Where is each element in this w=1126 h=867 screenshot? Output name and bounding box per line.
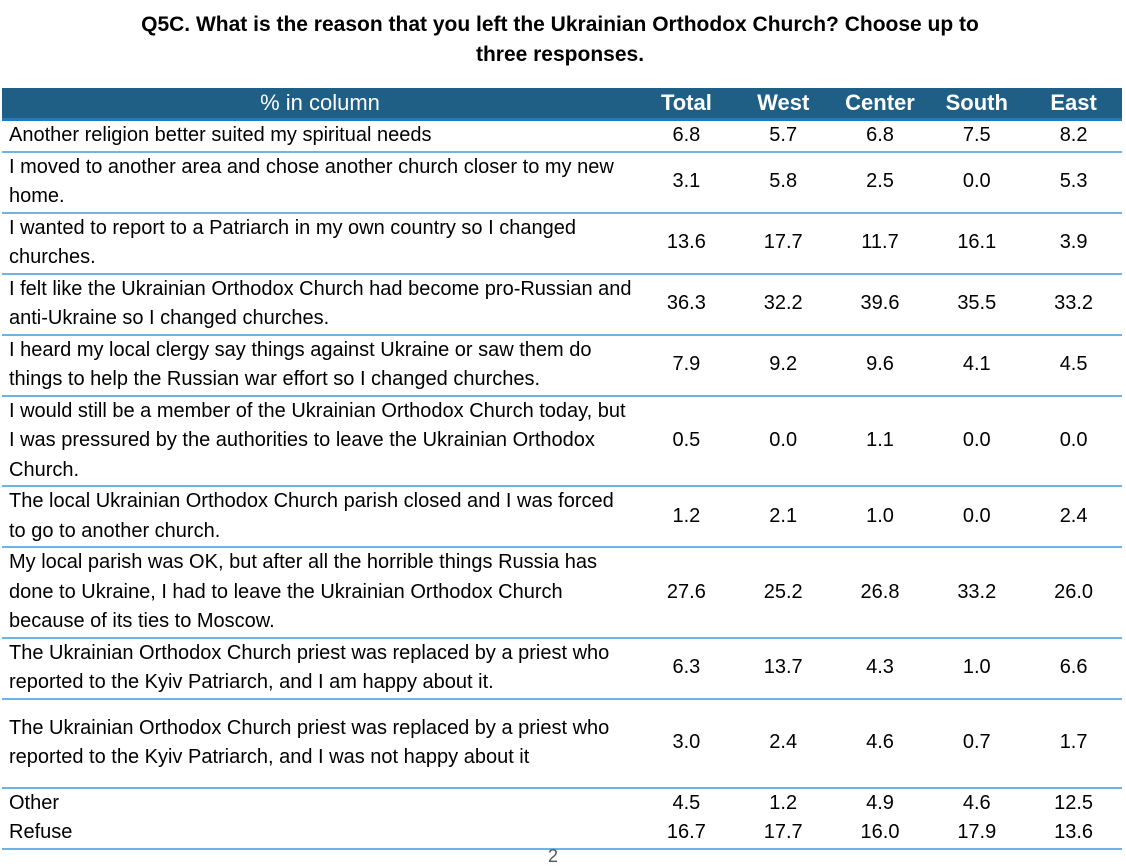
table-row: My local parish was OK, but after all th… bbox=[2, 547, 1122, 639]
row-label: The Ukrainian Orthodox Church priest was… bbox=[2, 637, 638, 700]
cell-east: 0.0 bbox=[1025, 395, 1122, 487]
row-label: I moved to another area and chose anothe… bbox=[2, 151, 638, 214]
cell-total: 3.1 bbox=[638, 151, 735, 214]
cell-center: 1.1 bbox=[831, 395, 929, 487]
cell-center: 6.8 bbox=[831, 119, 929, 153]
cell-south: 0.0 bbox=[928, 486, 1026, 548]
cell-total: 1.2 bbox=[638, 486, 735, 548]
cell-east: 33.2 bbox=[1025, 273, 1122, 336]
cell-west: 5.7 bbox=[734, 119, 832, 153]
cell-west: 9.2 bbox=[734, 334, 832, 397]
cell-west: 13.7 bbox=[734, 637, 832, 700]
table-row: I heard my local clergy say things again… bbox=[2, 334, 1122, 397]
table-row: I felt like the Ukrainian Orthodox Churc… bbox=[2, 273, 1122, 336]
table-row: The local Ukrainian Orthodox Church pari… bbox=[2, 486, 1122, 548]
cell-south: 0.0 bbox=[928, 151, 1026, 214]
table-row: I wanted to report to a Patriarch in my … bbox=[2, 212, 1122, 275]
page-number: 2 bbox=[548, 846, 559, 866]
page-title: Q5C. What is the reason that you left th… bbox=[0, 10, 1120, 70]
cell-east: 6.6 bbox=[1025, 637, 1122, 700]
table-row: Refuse 16.7 17.7 16.0 17.9 13.6 bbox=[2, 818, 1122, 850]
cell-center: 11.7 bbox=[831, 212, 929, 275]
table-row: Another religion better suited my spirit… bbox=[2, 119, 1122, 153]
cell-total: 13.6 bbox=[638, 212, 735, 275]
table-row: The Ukrainian Orthodox Church priest was… bbox=[2, 637, 1122, 700]
cell-center: 4.3 bbox=[831, 637, 929, 700]
cell-west: 1.2 bbox=[769, 791, 798, 814]
header-total: Total bbox=[638, 88, 735, 121]
row-label: I felt like the Ukrainian Orthodox Churc… bbox=[2, 273, 638, 336]
row-label: I wanted to report to a Patriarch in my … bbox=[2, 212, 638, 275]
cell-total: 16.7 bbox=[638, 818, 735, 850]
cell-south: 4.6 bbox=[962, 791, 991, 814]
table-header-row: % in column Total West Center South East bbox=[2, 88, 1122, 121]
cell-east: 4.5 bbox=[1025, 334, 1122, 397]
cell-total: 6.8 bbox=[638, 119, 735, 153]
cell-east: 2.4 bbox=[1025, 486, 1122, 548]
cell-east: 13.6 bbox=[1025, 818, 1122, 850]
cell-south: 0.7 bbox=[928, 698, 1026, 789]
cell-center: 9.6 bbox=[831, 334, 929, 397]
header-south: South bbox=[928, 88, 1026, 121]
cell-east: 8.2 bbox=[1025, 119, 1122, 153]
cell-east: 1.7 bbox=[1025, 698, 1122, 789]
row-label: The local Ukrainian Orthodox Church pari… bbox=[2, 486, 638, 548]
cell-west: 32.2 bbox=[734, 273, 832, 336]
table-row: I would still be a member of the Ukraini… bbox=[2, 395, 1122, 487]
cell-total: 36.3 bbox=[638, 273, 735, 336]
cell-west: 25.2 bbox=[734, 547, 832, 639]
cell-west: 5.8 bbox=[734, 151, 832, 214]
row-label: I would still be a member of the Ukraini… bbox=[2, 395, 638, 487]
cell-south: 4.1 bbox=[928, 334, 1026, 397]
row-label: Refuse bbox=[2, 818, 638, 850]
cell-east: 26.0 bbox=[1025, 547, 1122, 639]
title-line-1: Q5C. What is the reason that you left th… bbox=[141, 13, 979, 36]
cell-south: 1.0 bbox=[928, 637, 1026, 700]
cell-center: 2.5 bbox=[831, 151, 929, 214]
cell-south: 17.9 bbox=[928, 818, 1026, 850]
row-label: The Ukrainian Orthodox Church priest was… bbox=[2, 698, 638, 789]
cell-total: 27.6 bbox=[638, 547, 735, 639]
cell-west: 2.4 bbox=[734, 698, 832, 789]
header-label: % in column bbox=[2, 88, 638, 121]
table-row: The Ukrainian Orthodox Church priest was… bbox=[2, 698, 1122, 789]
row-label: My local parish was OK, but after all th… bbox=[2, 547, 638, 639]
cell-center: 4.9 bbox=[866, 791, 894, 814]
cell-center: 1.0 bbox=[831, 486, 929, 548]
cell-center: 16.0 bbox=[831, 818, 929, 850]
cell-west: 17.7 bbox=[734, 818, 832, 850]
cell-east: 5.3 bbox=[1025, 151, 1122, 214]
row-label: I heard my local clergy say things again… bbox=[2, 334, 638, 397]
cell-west: 0.0 bbox=[734, 395, 832, 487]
cell-center: 39.6 bbox=[831, 273, 929, 336]
header-center: Center bbox=[831, 88, 929, 121]
header-west: West bbox=[734, 88, 832, 121]
cell-center: 26.8 bbox=[831, 547, 929, 639]
cell-south: 7.5 bbox=[928, 119, 1026, 153]
cell-total: 3.0 bbox=[638, 698, 735, 789]
cell-east: 3.9 bbox=[1025, 212, 1122, 275]
header-east: East bbox=[1025, 88, 1122, 121]
cell-south: 16.1 bbox=[928, 212, 1026, 275]
row-label: Other bbox=[9, 791, 60, 814]
cell-south: 33.2 bbox=[928, 547, 1026, 639]
cell-total: 0.5 bbox=[638, 395, 735, 487]
title-line-2: three responses. bbox=[475, 43, 645, 66]
cell-total: 7.9 bbox=[638, 334, 735, 397]
table-row: Other 4.5 1.2 4.9 4.6 12.5 bbox=[2, 788, 1122, 819]
cell-south: 0.0 bbox=[928, 395, 1026, 487]
cell-total: 6.3 bbox=[638, 637, 735, 700]
cell-total: 4.5 bbox=[672, 791, 701, 814]
cell-west: 17.7 bbox=[734, 212, 832, 275]
row-label: Another religion better suited my spirit… bbox=[2, 119, 638, 153]
results-table: % in column Total West Center South East… bbox=[2, 88, 1122, 850]
cell-center: 4.6 bbox=[831, 698, 929, 789]
cell-east: 12.5 bbox=[1054, 791, 1094, 814]
cell-south: 35.5 bbox=[928, 273, 1026, 336]
table-row: I moved to another area and chose anothe… bbox=[2, 151, 1122, 214]
cell-west: 2.1 bbox=[734, 486, 832, 548]
